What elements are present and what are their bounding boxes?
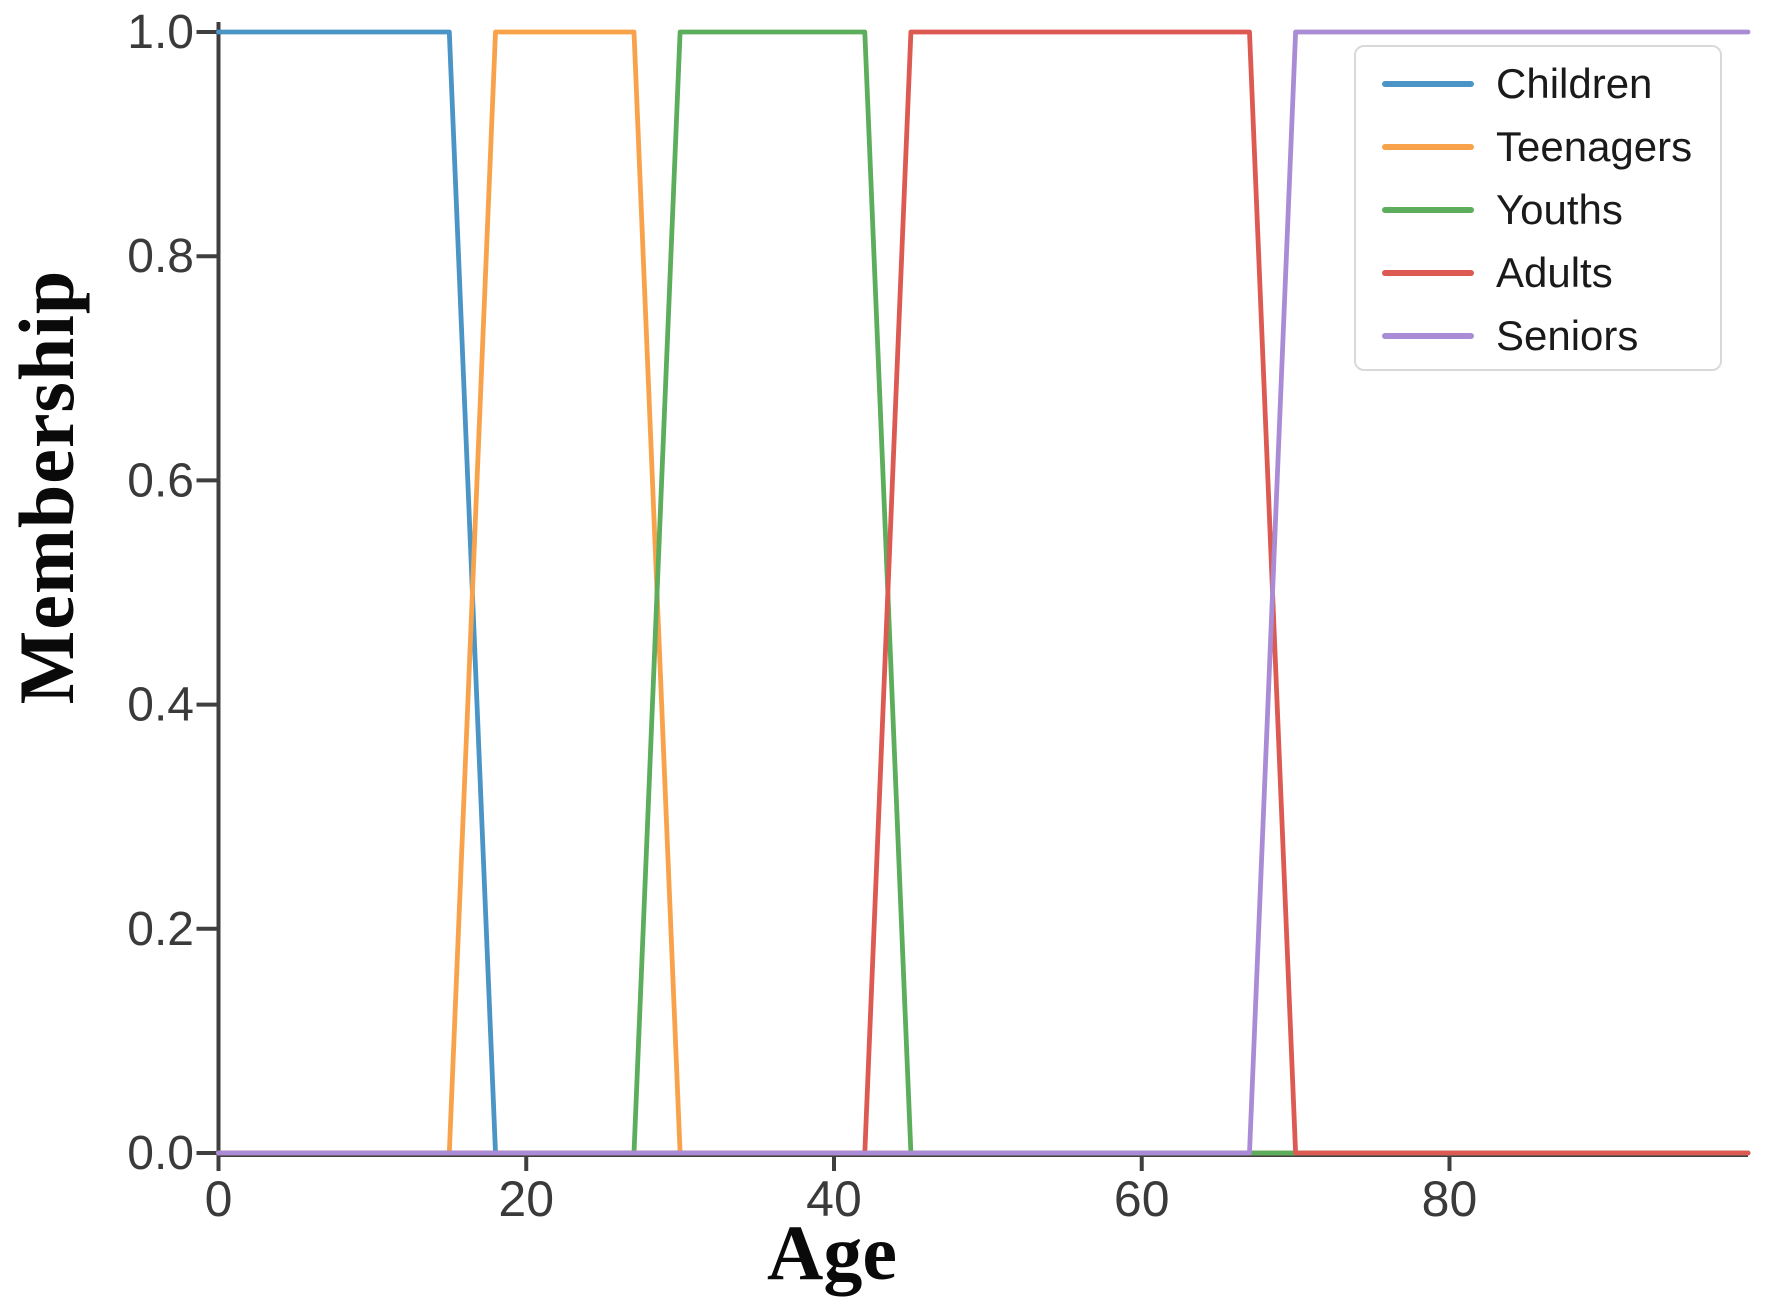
legend: Children Teenagers Youths Adults Seniors — [1354, 45, 1722, 371]
legend-line-swatch-adults-icon — [1382, 269, 1474, 276]
legend-label-youths: Youths — [1496, 185, 1623, 233]
legend-line-swatch-children-icon — [1382, 80, 1474, 87]
y-tick-label: 0.4 — [127, 679, 194, 732]
legend-line-swatch-teenagers-icon — [1382, 143, 1474, 150]
legend-line-swatch-seniors-icon — [1382, 332, 1474, 339]
y-tick-label: 0.0 — [127, 1127, 194, 1180]
legend-label-seniors: Seniors — [1496, 311, 1639, 359]
x-tick-label: 40 — [806, 1171, 862, 1227]
legend-item-children: Children — [1382, 52, 1720, 115]
y-tick-label: 1.0 — [127, 6, 194, 59]
legend-label-children: Children — [1496, 59, 1653, 107]
y-tick-label: 0.6 — [127, 454, 194, 507]
legend-line-swatch-youths-icon — [1382, 206, 1474, 213]
x-tick-label: 60 — [1114, 1171, 1170, 1227]
x-tick-label: 0 — [205, 1171, 233, 1227]
legend-item-seniors: Seniors — [1382, 304, 1720, 367]
legend-label-teenagers: Teenagers — [1496, 122, 1693, 170]
legend-label-adults: Adults — [1496, 248, 1613, 296]
x-tick-label: 20 — [498, 1171, 554, 1227]
x-tick-label: 80 — [1422, 1171, 1478, 1227]
legend-item-adults: Adults — [1382, 241, 1720, 304]
legend-item-teenagers: Teenagers — [1382, 115, 1720, 178]
y-tick-label: 0.8 — [127, 230, 194, 283]
y-tick-label: 0.2 — [127, 903, 194, 956]
x-axis-label: Age — [767, 1209, 897, 1296]
legend-item-youths: Youths — [1382, 178, 1720, 241]
y-axis-label: Membership — [3, 269, 90, 705]
series-line-seniors — [216, 29, 1751, 1156]
